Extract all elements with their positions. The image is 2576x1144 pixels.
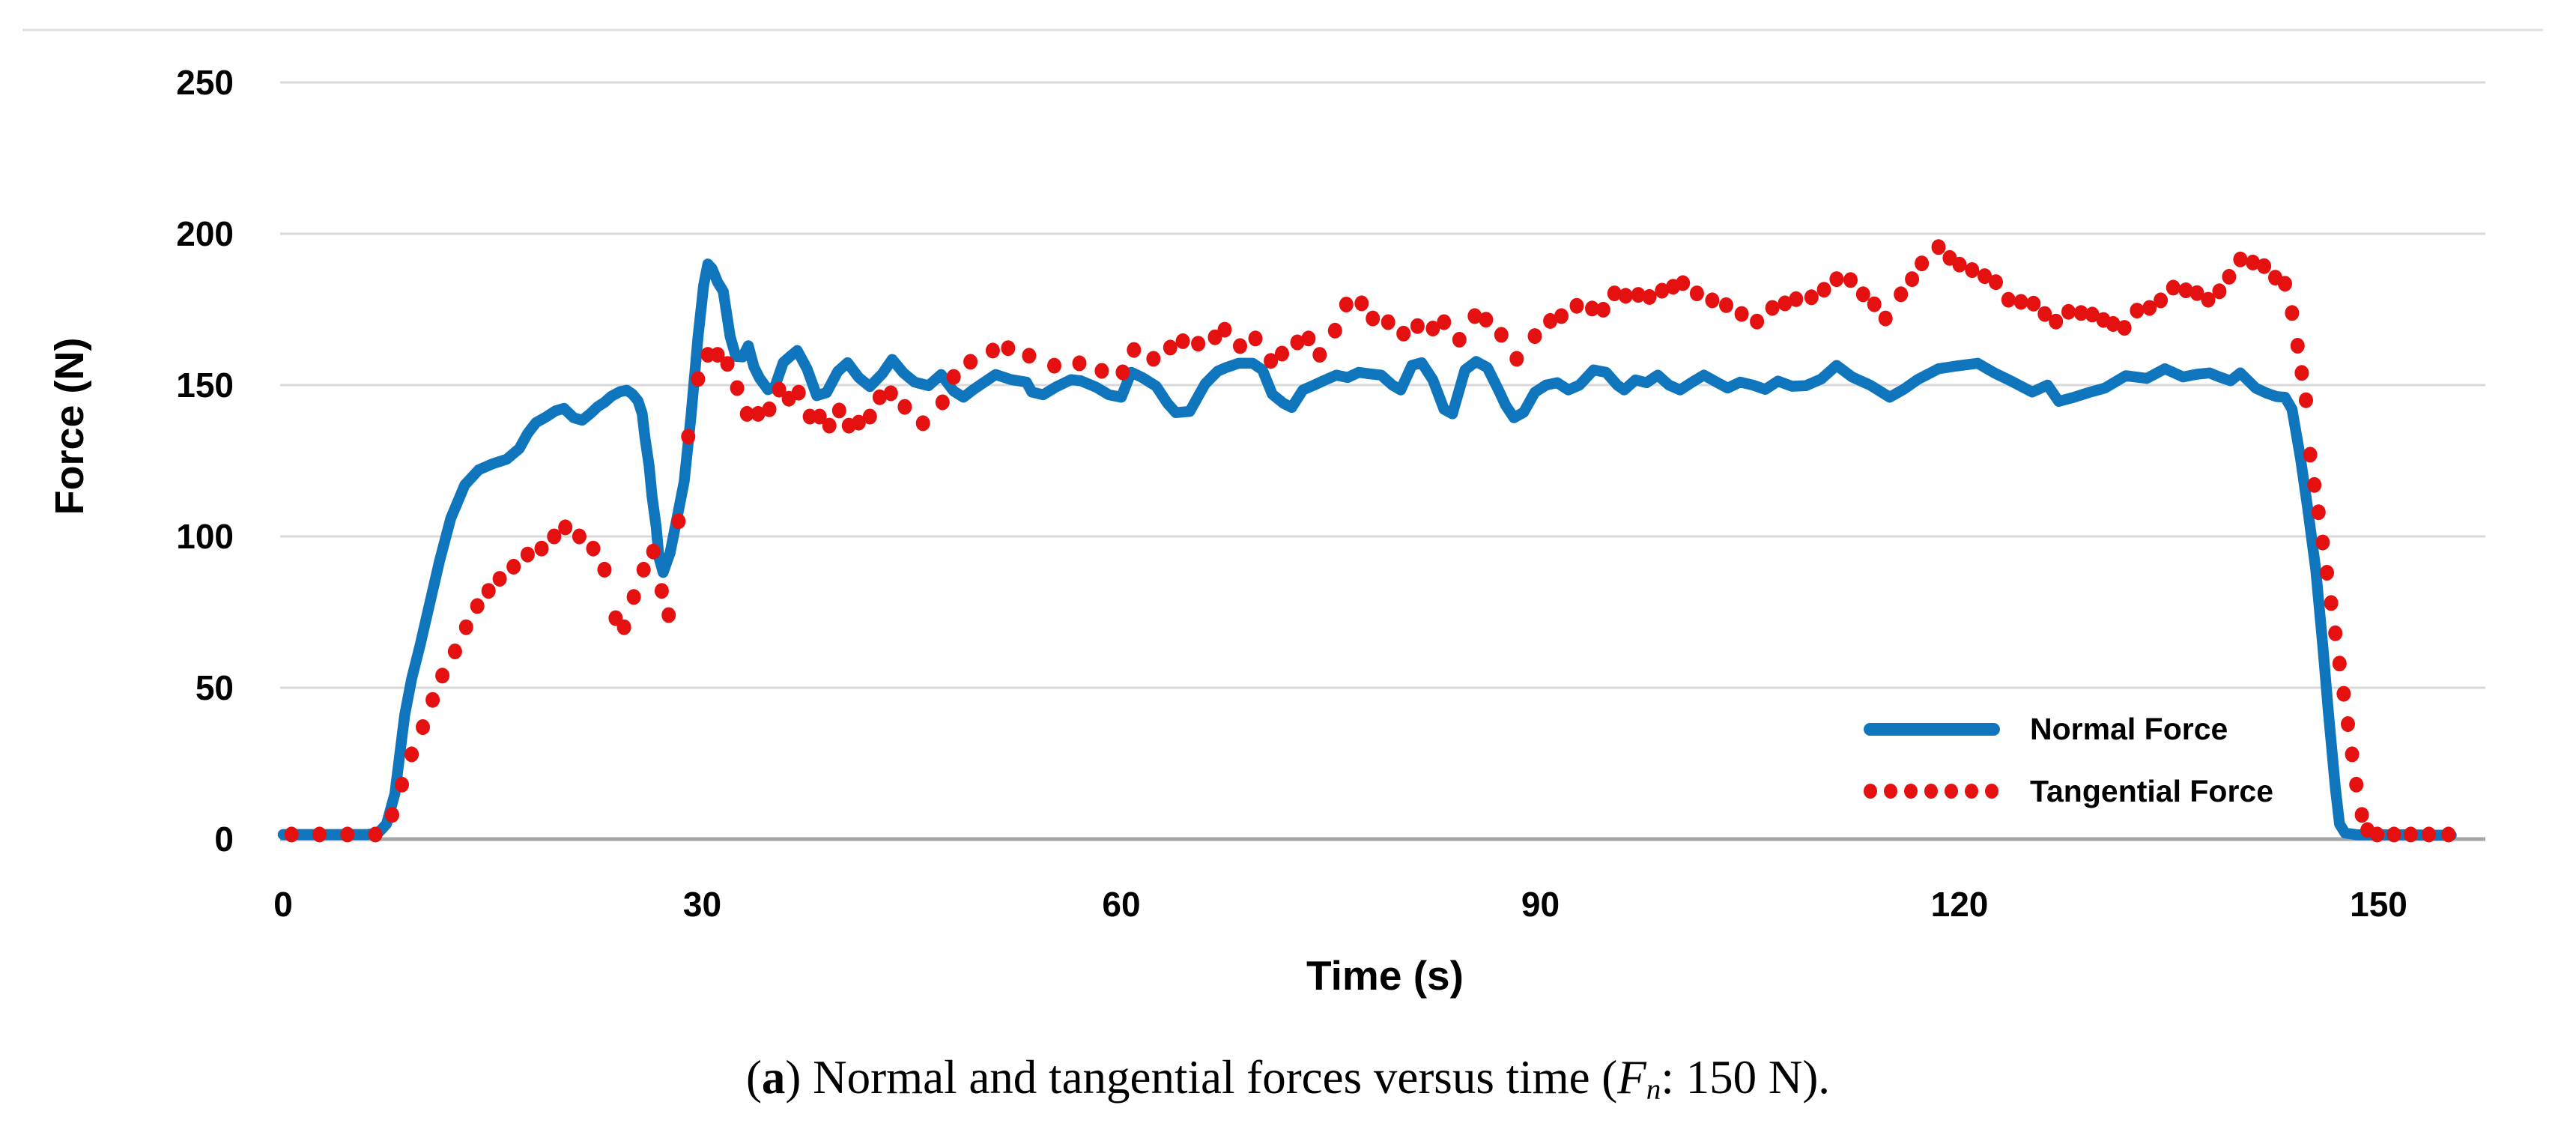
- x-tick-label-0: 0: [273, 885, 293, 924]
- y-axis-title: Force (N): [47, 337, 92, 515]
- x-tick-label-60: 60: [1102, 885, 1141, 924]
- x-tick-label-150: 150: [2350, 885, 2407, 924]
- legend-dot-icon: [1904, 784, 1918, 799]
- legend-label-tangential-force: Tangential Force: [2030, 773, 2274, 808]
- y-tick-label-200: 200: [176, 214, 234, 253]
- caption-force-symbol: F: [1617, 1051, 1646, 1104]
- caption-text: ) Normal and tangential forces versus ti…: [785, 1051, 1618, 1104]
- y-tick-label-100: 100: [176, 517, 234, 556]
- y-tick-label-0: 0: [214, 820, 234, 859]
- legend-dot-icon: [1985, 784, 1998, 799]
- figure-caption: (a) Normal and tangential forces versus …: [0, 1050, 2576, 1107]
- x-tick-label-30: 30: [682, 885, 722, 924]
- y-tick-label-50: 50: [195, 668, 234, 707]
- normal-force-line-swatch-icon: [1864, 722, 2000, 736]
- caption-tail: : 150 N).: [1661, 1051, 1831, 1104]
- legend-item-tangential-force: Tangential Force: [1864, 768, 2273, 814]
- caption-open-paren: (: [745, 1051, 762, 1104]
- y-tick-label-150: 150: [176, 366, 234, 405]
- legend-dot-icon: [1864, 784, 1877, 799]
- legend-label-normal-force: Normal Force: [2030, 711, 2228, 746]
- y-tick-label-250: 250: [176, 63, 234, 102]
- legend-dot-icon: [1884, 784, 1897, 799]
- legend-item-normal-force: Normal Force: [1864, 706, 2273, 752]
- tangential-force-dots-swatch-icon: [1864, 784, 2000, 799]
- normal-force-line: [277, 258, 2457, 841]
- x-tick-label-90: 90: [1521, 885, 1560, 924]
- x-axis-title: Time (s): [1306, 952, 1464, 999]
- x-tick-label-120: 120: [1930, 885, 1989, 924]
- caption-force-subscript: n: [1646, 1073, 1661, 1106]
- legend-dot-icon: [1965, 784, 1978, 799]
- caption-subfigure-label: a: [761, 1051, 786, 1104]
- tangential-force-dots: [284, 239, 2456, 843]
- legend-dot-icon: [1945, 784, 1958, 799]
- legend: Normal Force Tangential Force: [1864, 706, 2273, 830]
- legend-dot-icon: [1924, 784, 1938, 799]
